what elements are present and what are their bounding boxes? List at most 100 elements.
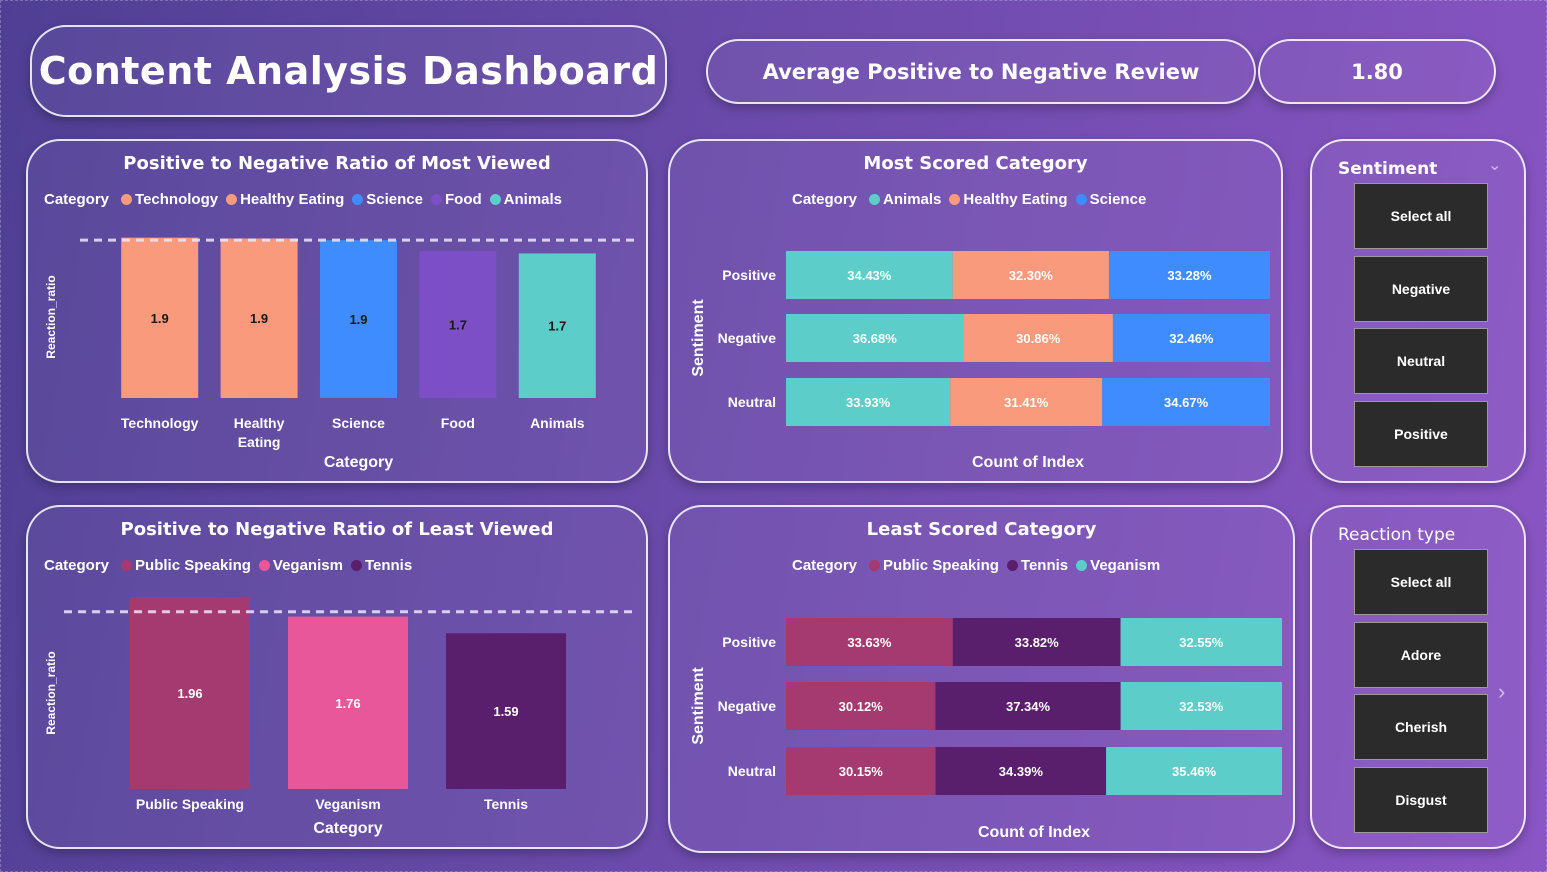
legend-item: Public Speaking xyxy=(121,557,251,574)
bar xyxy=(130,597,250,789)
legend-item-label: Science xyxy=(366,191,423,208)
bar-segment xyxy=(1120,682,1282,730)
data-label: 30.12% xyxy=(839,699,884,714)
data-label: 33.28% xyxy=(1167,268,1212,283)
sentiment-slicer: Sentiment ⌄ Select all Negative Neutral … xyxy=(1310,139,1526,483)
dashboard-title-card: Content Analysis Dashboard xyxy=(30,25,667,117)
bar-segment xyxy=(786,378,951,426)
kpi-value-card: 1.80 xyxy=(1258,39,1496,104)
bar-segment xyxy=(1106,747,1282,795)
data-label: 33.82% xyxy=(1015,635,1060,650)
legend-dot xyxy=(350,560,362,571)
x-axis-title: Count of Index xyxy=(972,454,1084,471)
legend-item: Technology xyxy=(121,191,218,208)
dashboard-title: Content Analysis Dashboard xyxy=(38,49,659,93)
legend-dot xyxy=(121,194,133,205)
legend-item: Public Speaking xyxy=(869,557,999,574)
bar xyxy=(518,253,596,398)
legend-item-label: Animals xyxy=(503,191,563,208)
legend-dot xyxy=(1075,194,1087,205)
least-scored-stacked-chart: Sentiment Count of Index Positive 33.63% 33.… xyxy=(690,618,1282,841)
legend-dot xyxy=(869,560,881,571)
slicer-option-neutral[interactable]: Neutral xyxy=(1354,328,1488,394)
legend-item-label: Healthy Eating xyxy=(240,191,345,208)
x-tick-label: Healthy xyxy=(234,415,285,431)
x-tick-label: Technology xyxy=(121,415,199,431)
bar-segment xyxy=(1112,314,1270,362)
chevron-right-icon[interactable]: › xyxy=(1498,679,1506,704)
slicer-option-negative[interactable]: Negative xyxy=(1354,256,1488,322)
data-label: 33.93% xyxy=(846,395,891,410)
x-tick-label: Eating xyxy=(238,434,281,450)
most-viewed-title: Positive to Negative Ratio of Most Viewe… xyxy=(123,153,551,174)
legend-label: Category xyxy=(792,557,858,574)
x-tick-label: Public Speaking xyxy=(136,796,244,812)
bar-segment xyxy=(935,682,1121,730)
bar xyxy=(446,633,566,789)
least-viewed-bar-chart: Reaction_ratio Category 1.96 Public Speakin… xyxy=(44,597,636,837)
data-label: 30.86% xyxy=(1016,331,1061,346)
slicer-option-select-all[interactable]: Select all xyxy=(1354,183,1488,249)
bar-segment xyxy=(786,618,953,666)
legend-item-label: Healthy Eating xyxy=(963,191,1068,208)
most-scored-legend: Category Animals Healthy Eating Science xyxy=(792,191,1146,208)
y-axis-title: Sentiment xyxy=(690,667,707,745)
slicer-option-adore[interactable]: Adore xyxy=(1354,622,1488,688)
chevron-down-icon[interactable]: ⌄ xyxy=(1488,157,1502,174)
bar-segment xyxy=(1102,378,1270,426)
bar xyxy=(419,250,497,398)
x-tick-label: Science xyxy=(332,415,385,431)
bar-segment xyxy=(786,314,964,362)
least-scored-title: Least Scored Category xyxy=(866,519,1097,540)
reaction-slicer-title: Reaction type xyxy=(1338,525,1456,545)
data-label: 1.9 xyxy=(349,312,367,327)
y-tick-label: Negative xyxy=(718,698,777,714)
legend-item: Veganism xyxy=(258,557,343,574)
x-tick-label: Veganism xyxy=(315,796,380,812)
bar-segment xyxy=(786,747,936,795)
data-label: 34.67% xyxy=(1164,395,1209,410)
legend-dot xyxy=(431,194,442,205)
y-tick-label: Positive xyxy=(722,267,776,283)
data-label: 36.68% xyxy=(853,331,898,346)
most-viewed-card: Positive to Negative Ratio of Most Viewe… xyxy=(26,139,648,483)
data-label: 32.30% xyxy=(1009,268,1054,283)
slicer-option-positive[interactable]: Positive xyxy=(1354,401,1488,467)
bar xyxy=(121,237,199,398)
most-scored-title: Most Scored Category xyxy=(863,153,1088,174)
data-label: 35.46% xyxy=(1172,764,1217,779)
legend-label: Category xyxy=(44,191,110,208)
legend-item: Animals xyxy=(869,191,941,208)
most-viewed-legend: Category Technology Healthy Eating Scien… xyxy=(44,191,562,208)
data-label: 32.53% xyxy=(1179,699,1224,714)
sentiment-slicer-title: Sentiment xyxy=(1338,159,1438,179)
data-label: 1.9 xyxy=(250,311,268,326)
data-label: 32.46% xyxy=(1169,331,1214,346)
y-tick-label: Neutral xyxy=(728,763,776,779)
slicer-option-select-all[interactable]: Select all xyxy=(1354,549,1488,615)
data-label: 31.41% xyxy=(1004,395,1049,410)
legend-dot xyxy=(258,560,270,571)
data-label: 33.63% xyxy=(847,635,892,650)
legend-item: Food xyxy=(431,191,482,208)
data-label: 1.76 xyxy=(335,696,360,711)
legend-item-label: Public Speaking xyxy=(883,557,999,574)
legend-item-label: Science xyxy=(1089,191,1147,208)
legend-item-label: Tennis xyxy=(364,557,413,574)
legend-dot xyxy=(226,194,238,205)
legend-item: Science xyxy=(1075,191,1147,208)
y-axis-title: Reaction_ratio xyxy=(44,651,58,734)
bar-segment xyxy=(963,314,1113,362)
legend-item: Science xyxy=(352,191,423,208)
legend-item: Animals xyxy=(489,191,563,208)
legend-dot xyxy=(489,194,501,205)
bar-segment xyxy=(786,682,936,730)
legend-label: Category xyxy=(44,557,110,574)
data-label: 1.9 xyxy=(151,311,169,326)
slicer-option-disgust[interactable]: Disgust xyxy=(1354,767,1488,833)
legend-item-label: Public Speaking xyxy=(135,557,251,574)
least-scored-card: Least Scored Category Category Public Sp… xyxy=(668,505,1295,853)
slicer-option-cherish[interactable]: Cherish xyxy=(1354,694,1488,760)
data-label: 37.34% xyxy=(1006,699,1051,714)
bar xyxy=(320,240,397,398)
